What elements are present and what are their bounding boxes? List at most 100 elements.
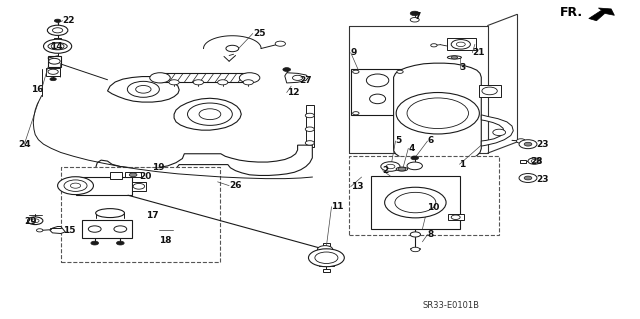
Text: 12: 12	[287, 88, 300, 97]
Circle shape	[116, 241, 124, 245]
Ellipse shape	[95, 209, 124, 218]
Circle shape	[524, 142, 532, 146]
Text: 23: 23	[536, 140, 549, 149]
Circle shape	[410, 232, 420, 237]
Circle shape	[127, 81, 159, 97]
Circle shape	[407, 162, 422, 170]
Polygon shape	[50, 226, 65, 234]
Bar	[125, 172, 141, 177]
Bar	[82, 220, 132, 238]
Circle shape	[188, 103, 232, 125]
Bar	[349, 156, 499, 235]
Circle shape	[193, 80, 204, 85]
Circle shape	[411, 156, 419, 160]
Text: 15: 15	[63, 226, 76, 235]
Text: 17: 17	[146, 211, 159, 220]
Circle shape	[129, 173, 137, 177]
Text: SR33-E0101B: SR33-E0101B	[422, 301, 479, 310]
Text: 1: 1	[460, 160, 466, 169]
Circle shape	[48, 69, 58, 74]
Circle shape	[410, 11, 419, 16]
Circle shape	[50, 78, 56, 81]
Circle shape	[91, 241, 99, 245]
Bar	[76, 177, 132, 195]
Text: 24: 24	[18, 140, 31, 149]
Circle shape	[88, 226, 101, 232]
Circle shape	[31, 219, 39, 223]
Bar	[479, 85, 501, 97]
Circle shape	[70, 183, 81, 188]
Circle shape	[283, 68, 291, 71]
Polygon shape	[174, 98, 241, 130]
Text: 19: 19	[152, 163, 165, 172]
Bar	[447, 38, 476, 50]
Text: 26: 26	[229, 181, 242, 190]
Circle shape	[305, 113, 314, 118]
Bar	[48, 56, 61, 67]
Ellipse shape	[447, 56, 461, 59]
Circle shape	[305, 141, 314, 145]
Circle shape	[519, 140, 537, 149]
Circle shape	[411, 247, 420, 252]
Bar	[319, 257, 334, 266]
Circle shape	[516, 139, 525, 143]
Text: 5: 5	[396, 137, 402, 145]
Circle shape	[49, 58, 60, 64]
Polygon shape	[96, 145, 312, 181]
Text: FR.: FR.	[560, 6, 583, 19]
Bar	[351, 69, 405, 115]
Bar	[61, 167, 220, 262]
Circle shape	[52, 28, 63, 33]
Circle shape	[54, 19, 61, 22]
Circle shape	[64, 180, 87, 191]
Text: 7: 7	[415, 12, 421, 21]
Bar	[46, 68, 60, 76]
Text: 13: 13	[351, 182, 364, 191]
Circle shape	[114, 226, 127, 232]
Circle shape	[493, 129, 506, 136]
Circle shape	[519, 174, 537, 182]
Circle shape	[385, 187, 446, 218]
Text: 25: 25	[253, 29, 266, 38]
Ellipse shape	[370, 94, 385, 104]
Text: 11: 11	[332, 202, 344, 211]
Text: 21: 21	[472, 48, 485, 57]
Text: 3: 3	[460, 63, 466, 72]
Polygon shape	[394, 63, 481, 163]
Text: 14: 14	[50, 42, 63, 51]
Bar	[371, 176, 460, 229]
Circle shape	[386, 164, 395, 169]
Circle shape	[47, 25, 68, 35]
Circle shape	[395, 192, 436, 213]
Circle shape	[292, 75, 303, 80]
Polygon shape	[481, 115, 513, 146]
Polygon shape	[108, 77, 179, 102]
Circle shape	[44, 39, 72, 53]
Circle shape	[397, 70, 403, 73]
Circle shape	[407, 98, 468, 129]
Text: 16: 16	[31, 85, 44, 94]
Circle shape	[482, 87, 497, 95]
Bar	[323, 269, 330, 272]
Circle shape	[353, 70, 359, 73]
Circle shape	[396, 93, 479, 134]
Bar	[323, 243, 330, 246]
Circle shape	[308, 249, 344, 267]
Circle shape	[528, 158, 541, 164]
Circle shape	[451, 56, 458, 59]
Text: 29: 29	[24, 217, 37, 226]
Circle shape	[397, 112, 403, 115]
Text: 23: 23	[536, 175, 549, 184]
Circle shape	[315, 252, 338, 263]
Polygon shape	[589, 8, 614, 21]
Circle shape	[305, 127, 314, 131]
Circle shape	[456, 42, 465, 47]
Circle shape	[317, 246, 333, 253]
Text: 2: 2	[383, 166, 389, 175]
Text: 6: 6	[428, 137, 434, 145]
Text: 9: 9	[351, 48, 357, 57]
Circle shape	[58, 177, 93, 195]
Text: 4: 4	[408, 144, 415, 153]
Bar	[110, 172, 122, 179]
Circle shape	[353, 112, 359, 115]
